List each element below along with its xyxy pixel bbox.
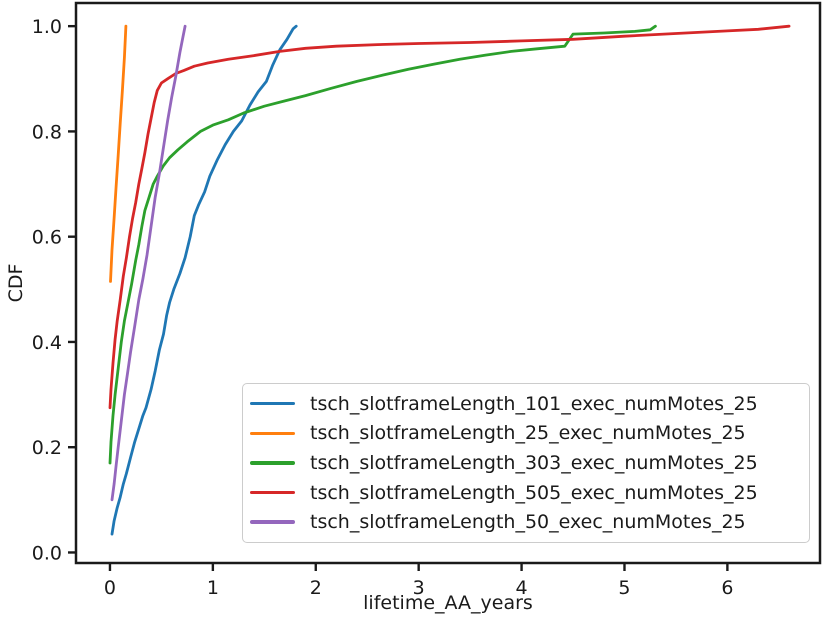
- legend-item: tsch_slotframeLength_303_exec_numMotes_2…: [250, 448, 799, 478]
- legend-line-sample: [250, 402, 295, 406]
- y-tick-label: 0.4: [32, 332, 62, 354]
- cdf-line-2: [108, 24, 657, 465]
- y-tick-label: 1.0: [32, 16, 62, 38]
- legend-item: tsch_slotframeLength_25_exec_numMotes_25: [250, 419, 799, 449]
- legend-item: tsch_slotframeLength_505_exec_numMotes_2…: [250, 478, 799, 508]
- y-tick-label: 0.8: [32, 121, 62, 143]
- legend-label: tsch_slotframeLength_505_exec_numMotes_2…: [310, 481, 758, 504]
- legend-line-sample: [250, 461, 295, 465]
- y-tick-label: 0.2: [32, 437, 62, 459]
- x-tick-label: 0: [104, 577, 116, 599]
- legend-item: tsch_slotframeLength_101_exec_numMotes_2…: [250, 389, 799, 419]
- legend-label: tsch_slotframeLength_101_exec_numMotes_2…: [310, 392, 758, 415]
- x-axis-label: lifetime_AA_years: [363, 592, 533, 614]
- legend-line-sample: [250, 520, 295, 524]
- y-axis-label: CDF: [5, 263, 27, 303]
- cdf-line-4: [110, 24, 187, 502]
- plot-frame: [74, 1, 822, 565]
- y-tick-label: 0.0: [32, 542, 62, 564]
- legend-label: tsch_slotframeLength_303_exec_numMotes_2…: [310, 451, 758, 474]
- legend-line-sample: [250, 490, 295, 495]
- legend-label: tsch_slotframeLength_25_exec_numMotes_25: [310, 422, 746, 445]
- x-tick-label: 1: [207, 577, 219, 599]
- legend-label: tsch_slotframeLength_50_exec_numMotes_25: [310, 511, 746, 534]
- cdf-line-0: [110, 24, 298, 536]
- cdf-line-1: [109, 24, 128, 283]
- legend-line-sample: [250, 431, 295, 436]
- cdf-line-3: [108, 24, 791, 410]
- x-tick-label: 3: [413, 577, 425, 599]
- legend-item: tsch_slotframeLength_50_exec_numMotes_25: [250, 507, 799, 537]
- x-tick-label: 4: [516, 577, 528, 599]
- y-tick-label: 0.6: [32, 227, 62, 249]
- x-tick-label: 2: [310, 577, 322, 599]
- legend: tsch_slotframeLength_101_exec_numMotes_2…: [242, 383, 810, 543]
- x-tick-label: 5: [618, 577, 630, 599]
- x-tick-label: 6: [721, 577, 733, 599]
